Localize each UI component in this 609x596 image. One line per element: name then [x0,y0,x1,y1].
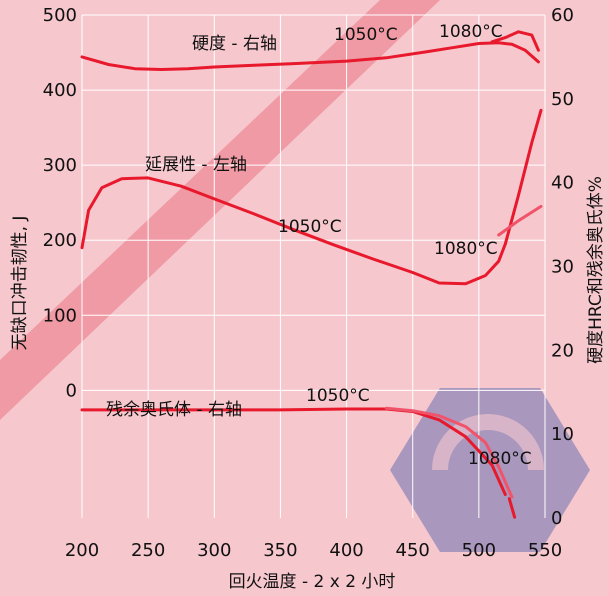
annotation-austenite: 残余奥氏体 - 右轴 [106,400,242,420]
x-tick-label: 550 [528,540,562,561]
x-axis-label: 回火温度 - 2 x 2 小时 [229,572,396,592]
y-left-tick-label: 400 [43,80,77,101]
x-tick-label: 450 [396,540,430,561]
annotation-hardness-1050: 1050°C [334,25,398,45]
x-tick-label: 500 [462,540,496,561]
watermark-mark [432,414,544,471]
y-axis-label-right: 硬度HRC和残余奥氏体% [586,176,606,364]
y-right-tick-label: 20 [551,340,574,361]
annotation-toughness-1080: 1080°C [434,239,498,259]
x-tick-label: 250 [131,540,165,561]
x-tick-label: 300 [197,540,231,561]
series-line-1 [80,41,540,71]
annotation-hardness: 硬度 - 右轴 [192,34,277,54]
series-line-7 [384,406,514,499]
annotation-toughness-1050: 1050°C [278,217,342,237]
annotation-austenite-1050: 1050°C [306,386,370,406]
series-line-3 [80,176,507,286]
y-right-tick-label: 50 [551,89,574,110]
tick-labels: 200 250 300 350 400 450 500 5500100200300400500… [43,5,574,561]
series-line-4 [503,108,543,246]
series-group [80,30,543,519]
annotation-toughness: 延展性 - 左轴 [145,155,247,175]
series-line-5 [497,204,543,237]
annotation-hardness-1080: 1080°C [439,22,503,42]
y-left-tick-label: 500 [43,5,77,26]
y-right-tick-label: 0 [551,508,562,529]
y-left-tick-label: 100 [43,305,77,326]
x-tick-label: 400 [329,540,363,561]
y-left-tick-label: 200 [43,230,77,251]
series-line-2 [490,30,540,52]
y-left-tick-label: 0 [66,380,77,401]
x-tick-label: 200 [65,540,99,561]
y-left-tick-label: 300 [43,155,77,176]
y-axis-label-left: 无缺口冲击韧性, J [10,216,30,351]
annotation-austenite-1080: 1080°C [468,449,532,469]
y-right-tick-label: 40 [551,173,574,194]
grid [81,14,546,518]
x-tick-label: 350 [263,540,297,561]
watermark-hexagon [390,388,590,552]
y-right-tick-label: 60 [551,5,574,26]
series-line-8 [507,497,517,519]
y-right-tick-label: 10 [551,424,574,445]
y-right-tick-label: 30 [551,257,574,278]
